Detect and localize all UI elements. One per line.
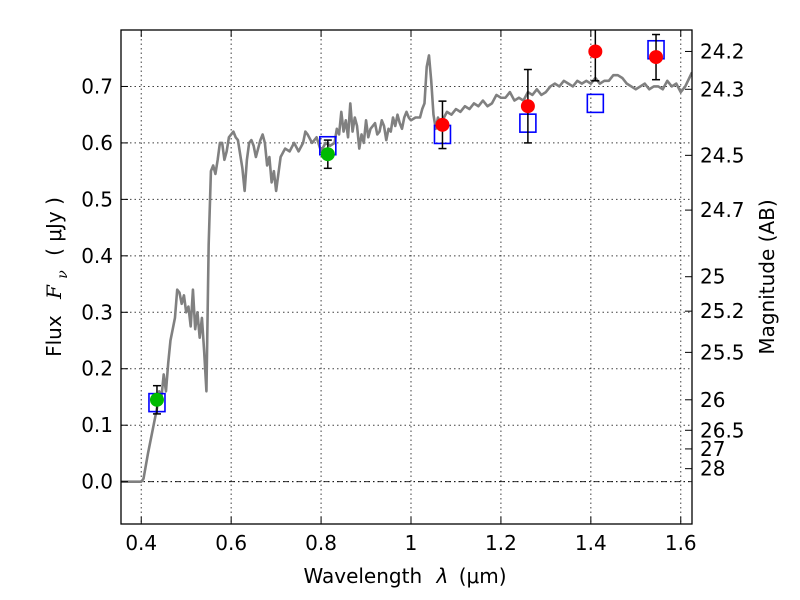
observed-flux-point (588, 44, 603, 59)
y-tick-label: 0.1 (81, 413, 113, 437)
x-tick-label: 1.4 (575, 531, 607, 555)
axis-ticks: 0.4 0.6 0.8 1 1.2 1.4 1.6 0.0 0.1 0.2 0.3 0.4 0.5 0.6… (81, 30, 745, 555)
y-tick-label: 0.6 (81, 131, 113, 155)
y-tick-label: 0.5 (81, 187, 113, 211)
y-tick-label: 0.0 (81, 470, 113, 494)
magnitude-tick-label: 25 (700, 265, 725, 289)
y2-axis-label: Magnitude (AB) (755, 199, 779, 354)
observed-flux-point (435, 117, 450, 132)
observed-flux-point (149, 392, 164, 407)
model-flux-square (586, 93, 605, 114)
magnitude-tick-label: 24.5 (700, 143, 745, 167)
y-axis-label: Flux F ν ( μJy ) (42, 197, 72, 357)
y-tick-label: 0.4 (81, 244, 113, 268)
observed-flux-point (649, 50, 664, 65)
sed-model-curve (121, 54, 692, 483)
observed-flux-point (320, 147, 335, 162)
y-tick-label: 0.3 (81, 300, 113, 324)
data-layer (121, 30, 692, 483)
magnitude-tick-label: 25.5 (700, 340, 745, 364)
x-tick-label: 0.6 (215, 531, 247, 555)
plot-area (121, 30, 692, 524)
x-tick-label: 1.2 (485, 531, 517, 555)
observed-flux-point (520, 99, 535, 114)
y-tick-label: 0.2 (81, 357, 113, 381)
magnitude-tick-label: 24.3 (700, 77, 745, 101)
magnitude-tick-label: 24.2 (700, 39, 745, 63)
magnitude-tick-label: 26.5 (700, 418, 745, 442)
y-tick-label: 0.7 (81, 74, 113, 98)
magnitude-tick-label: 25.2 (700, 299, 745, 323)
magnitude-tick-label: 24.7 (700, 198, 745, 222)
x-tick-label: 1 (405, 531, 418, 555)
magnitude-tick-label: 26 (700, 388, 725, 412)
x-axis-label: Wavelength λ (μm) (303, 564, 506, 588)
x-tick-label: 1.6 (665, 531, 697, 555)
magnitude-tick-label: 28 (700, 457, 725, 481)
magnitude-tick-label: 27 (700, 437, 725, 461)
x-tick-label: 0.8 (305, 531, 337, 555)
x-tick-label: 0.4 (125, 531, 157, 555)
